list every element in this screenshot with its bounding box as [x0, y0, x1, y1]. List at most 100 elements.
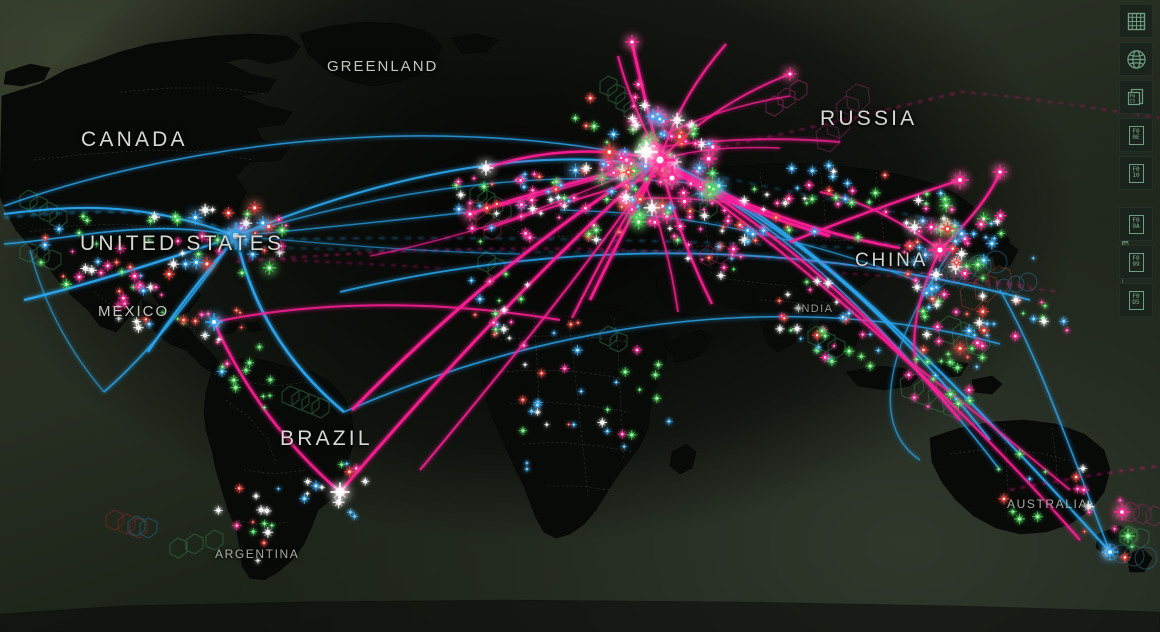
grid-view-button[interactable] — [1119, 4, 1153, 38]
attack-node — [532, 400, 543, 410]
attack-node — [684, 255, 692, 262]
fullscreen-button[interactable]: F0 0E — [1119, 118, 1153, 152]
attack-node — [568, 163, 583, 177]
attack-node — [977, 340, 988, 352]
attack-node — [801, 195, 808, 202]
attack-node — [255, 342, 264, 352]
attack-node — [677, 186, 690, 199]
attack-node — [1128, 543, 1135, 550]
attack-node — [498, 324, 509, 334]
attack-node — [947, 205, 956, 214]
attack-node — [977, 353, 987, 363]
share-google-plus-button[interactable]: F0 D5 — [1119, 283, 1153, 317]
attack-node — [973, 317, 985, 329]
buy-button[interactable]: F0 10 — [1119, 156, 1153, 190]
attack-node — [781, 198, 790, 208]
attack-node — [250, 519, 256, 525]
attack-node — [1009, 330, 1021, 342]
attack-node — [963, 311, 970, 317]
attack-node — [994, 209, 1007, 223]
attack-node — [955, 247, 968, 260]
attack-node — [939, 198, 953, 213]
attack-node — [519, 182, 529, 192]
attack-node — [677, 128, 686, 137]
attack-node — [571, 113, 580, 123]
attack-node — [615, 228, 623, 236]
attack-node — [971, 258, 985, 272]
attack-node — [784, 225, 794, 235]
attack-node — [54, 224, 65, 235]
attack-node — [350, 512, 359, 521]
attack-node — [983, 319, 991, 328]
glyph-hi: F0 — [1132, 255, 1140, 262]
attack-node — [617, 202, 626, 211]
attack-node — [624, 183, 632, 191]
attack-node — [602, 159, 614, 171]
attack-node — [666, 225, 674, 232]
attack-node — [146, 216, 155, 226]
attack-node — [1073, 484, 1083, 494]
attack-node — [133, 322, 144, 333]
attack-node — [783, 192, 795, 205]
attack-node — [880, 170, 890, 180]
share-group[interactable]: share F0 9A F0 99 F0 D5 — [1118, 203, 1153, 317]
attack-node — [642, 175, 651, 183]
attack-node — [900, 258, 909, 266]
attack-node — [519, 340, 529, 351]
attack-node — [934, 222, 948, 237]
map-toolbar[interactable]: F0 C5 F0 0E F0 10 share F0 9A — [1112, 0, 1160, 317]
attack-node — [918, 306, 928, 317]
attack-node — [346, 508, 355, 517]
attack-node — [360, 477, 370, 486]
attack-node — [170, 211, 181, 222]
attack-node — [715, 243, 723, 251]
attack-node — [1070, 471, 1082, 483]
attack-node — [685, 206, 695, 216]
attack-node — [663, 201, 677, 215]
attack-node — [922, 204, 930, 213]
attack-node — [951, 171, 969, 189]
attack-node — [904, 240, 916, 252]
attack-node — [858, 330, 867, 339]
attack-node — [318, 484, 326, 491]
attack-node — [639, 99, 651, 111]
attack-node — [135, 280, 145, 290]
attack-node — [909, 393, 919, 403]
attack-node — [706, 167, 719, 180]
attack-node — [921, 329, 932, 340]
share-facebook-button[interactable]: F0 9A — [1119, 207, 1153, 241]
share-twitter-button[interactable]: F0 99 — [1119, 245, 1153, 279]
attack-node — [466, 222, 478, 234]
attack-node — [660, 166, 684, 190]
attack-node — [971, 337, 984, 349]
attack-node — [604, 139, 610, 146]
attack-node — [976, 305, 990, 318]
attack-node — [815, 348, 821, 354]
attack-node — [632, 344, 643, 355]
attack-node — [126, 262, 135, 272]
attack-node — [634, 140, 658, 164]
attack-node — [704, 139, 714, 149]
attack-node — [932, 300, 942, 310]
attack-node — [902, 219, 911, 227]
attack-node — [559, 363, 570, 374]
attack-node — [310, 480, 322, 492]
attack-node — [626, 163, 641, 179]
attack-node — [115, 314, 123, 322]
attack-node — [242, 209, 253, 220]
attack-node — [337, 460, 346, 469]
attack-node — [1014, 448, 1025, 460]
attack-node — [857, 352, 866, 361]
attack-node — [831, 343, 837, 349]
copy-button[interactable]: F0 C5 — [1119, 80, 1153, 114]
attack-node — [527, 185, 538, 196]
attack-node — [922, 200, 930, 208]
attack-node — [523, 465, 531, 473]
attack-node — [815, 343, 823, 351]
attack-node — [672, 235, 683, 245]
globe-view-button[interactable] — [1119, 42, 1153, 76]
attack-node — [690, 138, 701, 149]
attack-node — [653, 360, 663, 370]
attack-node — [37, 258, 45, 267]
